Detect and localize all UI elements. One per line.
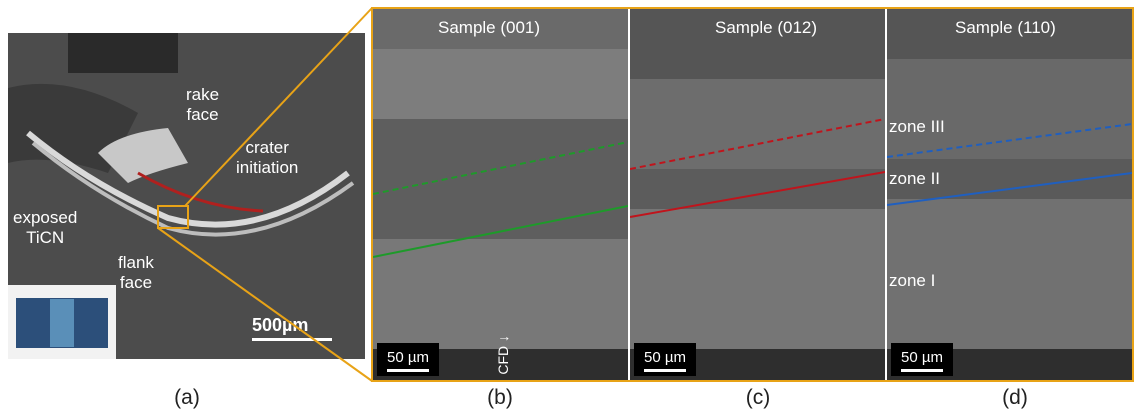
crater-initiation-label: crater initiation [236, 138, 299, 177]
rake-face-label: rake face [186, 85, 220, 124]
panel-d-caption: (d) [1002, 386, 1028, 409]
panels-frame [371, 7, 1134, 382]
panel-a-caption: (a) [174, 386, 200, 409]
panel-b-image: Sample (001) 50 µm CFD ↓ [373, 9, 628, 380]
micrograph-d [887, 9, 1132, 380]
panel-c-caption: (c) [745, 386, 771, 409]
cfd-arrow: CFD ↓ [495, 335, 511, 375]
scale-bar-b: 50 µm [377, 343, 439, 376]
tool-cross-section-graphic [8, 33, 365, 359]
zone-ii-label: zone II [889, 169, 941, 188]
panel-a-image: rake face crater initiation exposed TiCN… [8, 33, 365, 359]
scale-bar-d: 50 µm [891, 343, 953, 376]
panel-d-image: Sample (110) zone III zone II zone I 50 … [887, 9, 1132, 380]
sample-001-title: Sample (001) [438, 18, 541, 37]
scale-bar-c: 50 µm [634, 343, 696, 376]
exposed-ticn-label: exposed TiCN [13, 208, 78, 247]
zone-i-label: zone I [889, 271, 936, 290]
sample-012-title: Sample (012) [715, 18, 818, 37]
scale-bar-500um: 500µm [252, 315, 332, 341]
micrograph-c [630, 9, 885, 380]
sample-110-title: Sample (110) [955, 18, 1056, 37]
micrograph-b [373, 9, 628, 380]
panel-c-image: Sample (012) 50 µm [630, 9, 885, 380]
flank-face-label: flank face [118, 253, 154, 292]
panel-b-caption: (b) [487, 386, 513, 409]
zone-iii-label: zone III [889, 117, 945, 136]
